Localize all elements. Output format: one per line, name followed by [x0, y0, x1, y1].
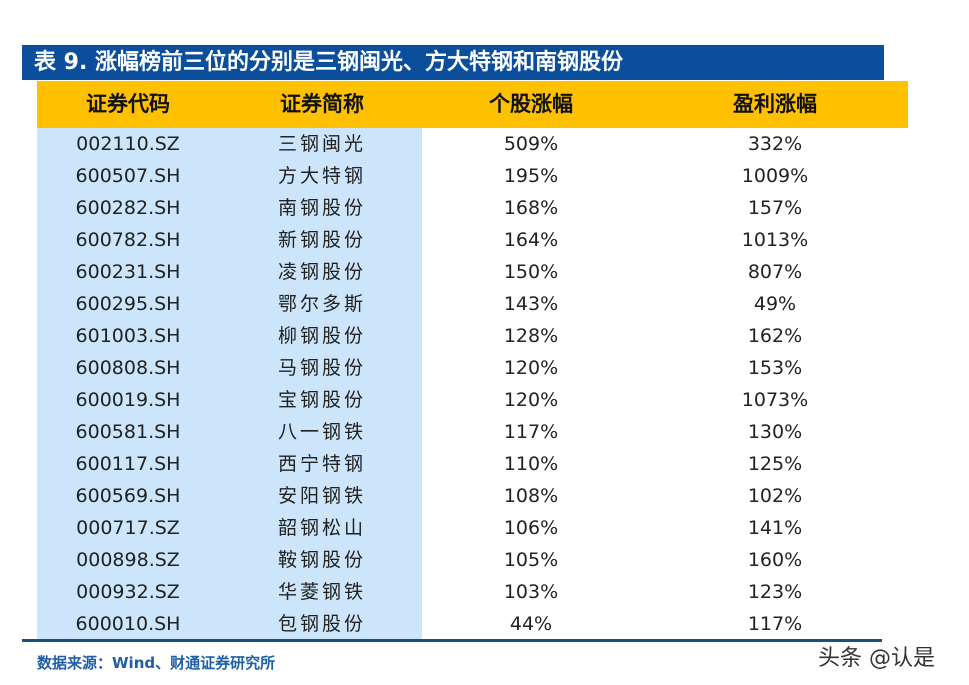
- column-header: 盈利涨幅: [733, 92, 817, 116]
- table-row: 002110.SZ 三钢闽光 509% 332%: [37, 128, 908, 160]
- table-row: 600581.SH 八一钢铁 117% 130%: [37, 416, 908, 448]
- stock-name: 华菱钢铁: [277, 581, 367, 603]
- stock-name: 八一钢铁: [277, 421, 367, 443]
- stock-name: 凌钢股份: [277, 261, 367, 283]
- price-change: 120%: [503, 357, 559, 379]
- table-row: 600295.SH 鄂尔多斯 143% 49%: [37, 288, 908, 320]
- stock-code: 600782.SH: [75, 229, 181, 251]
- profit-change: 1073%: [741, 389, 809, 411]
- profit-change: 160%: [747, 549, 803, 571]
- profit-change: 141%: [747, 517, 803, 539]
- column-header: 个股涨幅: [489, 92, 573, 116]
- stock-code: 600507.SH: [75, 165, 181, 187]
- source-note: 数据来源：Wind、财通证券研究所: [37, 654, 276, 672]
- stock-code: 600581.SH: [75, 421, 181, 443]
- profit-change: 157%: [747, 197, 803, 219]
- stock-code: 601003.SH: [75, 325, 181, 347]
- column-header: 证券简称: [280, 92, 364, 116]
- profit-change: 49%: [753, 293, 797, 315]
- table-title: 表 9. 涨幅榜前三位的分别是三钢闽光、方大特钢和南钢股份: [22, 45, 884, 80]
- profit-change: 153%: [747, 357, 803, 379]
- price-change: 164%: [503, 229, 559, 251]
- stock-code: 600019.SH: [75, 389, 181, 411]
- price-change: 150%: [503, 261, 559, 283]
- price-change: 110%: [503, 453, 559, 475]
- table-header: 证券代码 证券简称 个股涨幅 盈利涨幅: [37, 81, 908, 128]
- price-change: 44%: [509, 613, 553, 635]
- table-row: 600808.SH 马钢股份 120% 153%: [37, 352, 908, 384]
- table-row: 601003.SH 柳钢股份 128% 162%: [37, 320, 908, 352]
- price-change: 105%: [503, 549, 559, 571]
- stock-name: 新钢股份: [277, 229, 367, 251]
- watermark: 头条 @认是: [818, 646, 935, 671]
- profit-change: 162%: [747, 325, 803, 347]
- stock-code: 600117.SH: [75, 453, 181, 475]
- column-header: 证券代码: [86, 92, 170, 116]
- price-change: 108%: [503, 485, 559, 507]
- stock-name: 鄂尔多斯: [277, 293, 367, 315]
- profit-change: 1013%: [741, 229, 809, 251]
- table-row: 600019.SH 宝钢股份 120% 1073%: [37, 384, 908, 416]
- profit-change: 117%: [747, 613, 803, 635]
- profit-change: 1009%: [741, 165, 809, 187]
- stock-name: 宝钢股份: [277, 389, 367, 411]
- stock-code: 000898.SZ: [76, 549, 180, 571]
- stock-name: 马钢股份: [277, 357, 367, 379]
- price-change: 128%: [503, 325, 559, 347]
- table-row: 600507.SH 方大特钢 195% 1009%: [37, 160, 908, 192]
- stock-code: 002110.SZ: [76, 133, 180, 155]
- table-row: 600782.SH 新钢股份 164% 1013%: [37, 224, 908, 256]
- price-change: 509%: [503, 133, 559, 155]
- price-change: 103%: [503, 581, 559, 603]
- stock-name: 安阳钢铁: [277, 485, 367, 507]
- price-change: 117%: [503, 421, 559, 443]
- profit-change: 102%: [747, 485, 803, 507]
- stock-name: 南钢股份: [277, 197, 367, 219]
- profit-change: 123%: [747, 581, 803, 603]
- table-bottom-rule: [22, 639, 882, 642]
- stock-name: 三钢闽光: [277, 133, 367, 155]
- price-change: 106%: [503, 517, 559, 539]
- profit-change: 125%: [747, 453, 803, 475]
- profit-change: 332%: [747, 133, 803, 155]
- stock-code: 600808.SH: [75, 357, 181, 379]
- profit-change: 807%: [747, 261, 803, 283]
- stock-code: 600569.SH: [75, 485, 181, 507]
- highlight-column-bg: [37, 128, 422, 640]
- table-row: 000717.SZ 韶钢松山 106% 141%: [37, 512, 908, 544]
- table-row: 600010.SH 包钢股份 44% 117%: [37, 608, 908, 640]
- stock-code: 600010.SH: [75, 613, 181, 635]
- stock-name: 鞍钢股份: [277, 549, 367, 571]
- price-change: 143%: [503, 293, 559, 315]
- table-row: 600231.SH 凌钢股份 150% 807%: [37, 256, 908, 288]
- stock-code: 000932.SZ: [76, 581, 180, 603]
- stock-name: 方大特钢: [277, 165, 367, 187]
- stock-name: 包钢股份: [277, 613, 367, 635]
- stock-code: 600295.SH: [75, 293, 181, 315]
- stock-name: 韶钢松山: [277, 517, 367, 539]
- price-change: 168%: [503, 197, 559, 219]
- table-row: 000898.SZ 鞍钢股份 105% 160%: [37, 544, 908, 576]
- table-row: 600569.SH 安阳钢铁 108% 102%: [37, 480, 908, 512]
- table-row: 000932.SZ 华菱钢铁 103% 123%: [37, 576, 908, 608]
- table-row: 600117.SH 西宁特钢 110% 125%: [37, 448, 908, 480]
- stock-name: 西宁特钢: [277, 453, 367, 475]
- stock-code: 600231.SH: [75, 261, 181, 283]
- stock-code: 600282.SH: [75, 197, 181, 219]
- price-change: 120%: [503, 389, 559, 411]
- stock-name: 柳钢股份: [277, 325, 367, 347]
- price-change: 195%: [503, 165, 559, 187]
- profit-change: 130%: [747, 421, 803, 443]
- table-row: 600282.SH 南钢股份 168% 157%: [37, 192, 908, 224]
- stock-code: 000717.SZ: [76, 517, 180, 539]
